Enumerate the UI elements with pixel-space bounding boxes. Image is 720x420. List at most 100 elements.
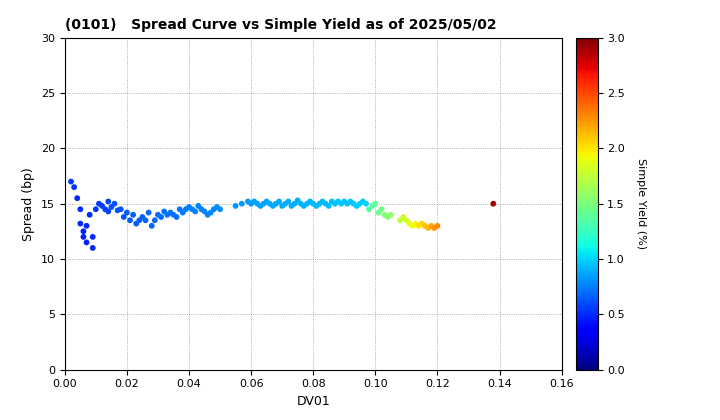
Point [66,178,77,185]
Point [140,217,151,223]
Point [357,198,369,205]
Point [230,202,241,209]
Point [118,214,130,220]
Point [323,202,335,209]
Point [364,206,375,213]
Point [366,202,378,209]
Point [305,198,316,205]
Point [143,209,154,216]
Point [158,208,170,215]
Point [282,198,294,205]
Point [348,200,359,207]
Point [208,206,220,213]
Point [276,202,288,209]
Point [376,206,387,213]
Point [149,217,161,223]
Point [186,206,198,213]
Point [71,195,83,202]
Point [78,228,89,235]
Point [326,198,338,205]
Point [369,200,381,207]
Point [130,220,142,227]
Point [152,211,163,218]
Point [202,211,213,218]
Point [102,198,114,205]
X-axis label: DV01: DV01 [297,395,330,408]
Point [134,217,145,223]
Point [426,223,437,229]
Point [407,223,418,229]
Point [236,200,248,207]
Point [317,198,328,205]
Point [404,220,415,227]
Point [267,202,279,209]
Point [373,209,384,216]
Point [432,223,444,229]
Point [171,214,182,220]
Point [295,200,307,207]
Point [382,214,393,220]
Point [279,200,291,207]
Point [161,211,173,218]
Point [333,198,344,205]
Point [156,214,167,220]
Point [329,200,341,207]
Point [137,214,148,220]
Point [174,206,186,213]
Point [410,220,421,227]
Point [127,211,139,218]
Point [84,211,95,218]
Point [99,206,111,213]
Point [81,223,92,229]
Point [286,202,297,209]
Point [102,208,114,215]
Point [341,200,353,207]
Point [385,211,397,218]
Point [298,202,310,209]
Point [96,202,108,209]
Point [307,200,319,207]
Text: (0101)   Spread Curve vs Simple Yield as of 2025/05/02: (0101) Spread Curve vs Simple Yield as o… [65,18,496,32]
Point [115,206,127,213]
Point [413,223,425,229]
Point [397,214,409,220]
Point [205,209,217,216]
Point [87,234,99,240]
Point [199,208,210,215]
Point [314,200,325,207]
Point [93,200,104,207]
Point [487,200,499,207]
Point [345,198,356,205]
Point [338,198,350,205]
Point [400,217,412,223]
Y-axis label: Spread (bp): Spread (bp) [22,167,35,241]
Point [255,202,266,209]
Point [416,220,428,227]
Point [336,200,347,207]
Point [261,198,272,205]
Point [196,206,207,213]
Point [81,239,92,246]
Point [320,200,331,207]
Point [75,220,86,227]
Point [351,202,362,209]
Point [121,209,132,216]
Point [274,198,285,205]
Point [168,211,179,218]
Point [87,244,99,251]
Point [68,184,80,190]
Point [180,206,192,213]
Point [310,202,322,209]
Point [112,207,123,214]
Point [125,217,136,223]
Point [354,200,366,207]
Point [423,225,434,231]
Point [78,234,89,240]
Point [183,204,194,210]
Point [242,198,253,205]
Point [90,206,102,213]
Point [360,200,372,207]
Point [270,200,282,207]
Point [292,197,303,204]
Point [146,223,158,229]
